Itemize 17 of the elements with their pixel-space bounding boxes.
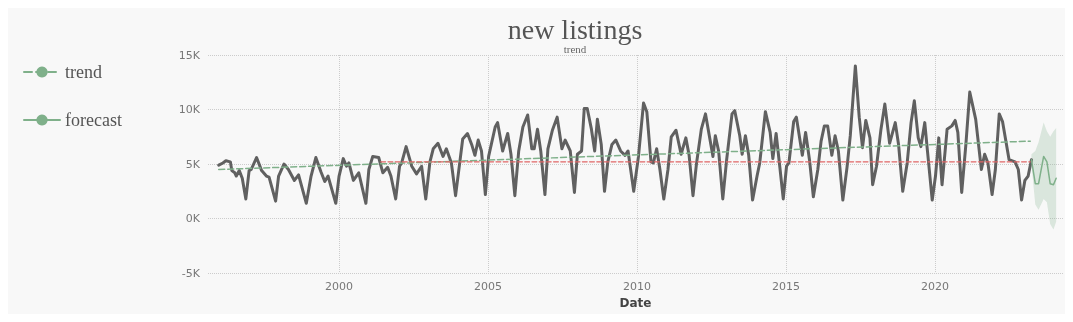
chart-title: new listings xyxy=(507,13,643,45)
x-tick-label: 2000 xyxy=(325,280,354,294)
legend-label: forecast xyxy=(65,110,122,130)
y-tick-label: 5K xyxy=(185,157,201,171)
line-series xyxy=(217,64,1033,205)
legend-label: trend xyxy=(65,62,102,82)
x-tick-label: 2020 xyxy=(920,280,949,294)
x-tick-label: 2005 xyxy=(474,280,503,294)
x-tick-label: 2015 xyxy=(771,280,800,294)
y-tick-label: 0K xyxy=(185,212,201,226)
y-tick-label: -5K xyxy=(181,266,201,280)
x-tick-label: 2010 xyxy=(622,280,651,294)
x-axis-title: Date xyxy=(619,296,652,310)
line-series xyxy=(1030,155,1057,186)
chart-subtitle: trend xyxy=(563,42,587,55)
y-tick-label: 10K xyxy=(178,103,201,117)
y-tick-label: 15K xyxy=(178,48,201,62)
